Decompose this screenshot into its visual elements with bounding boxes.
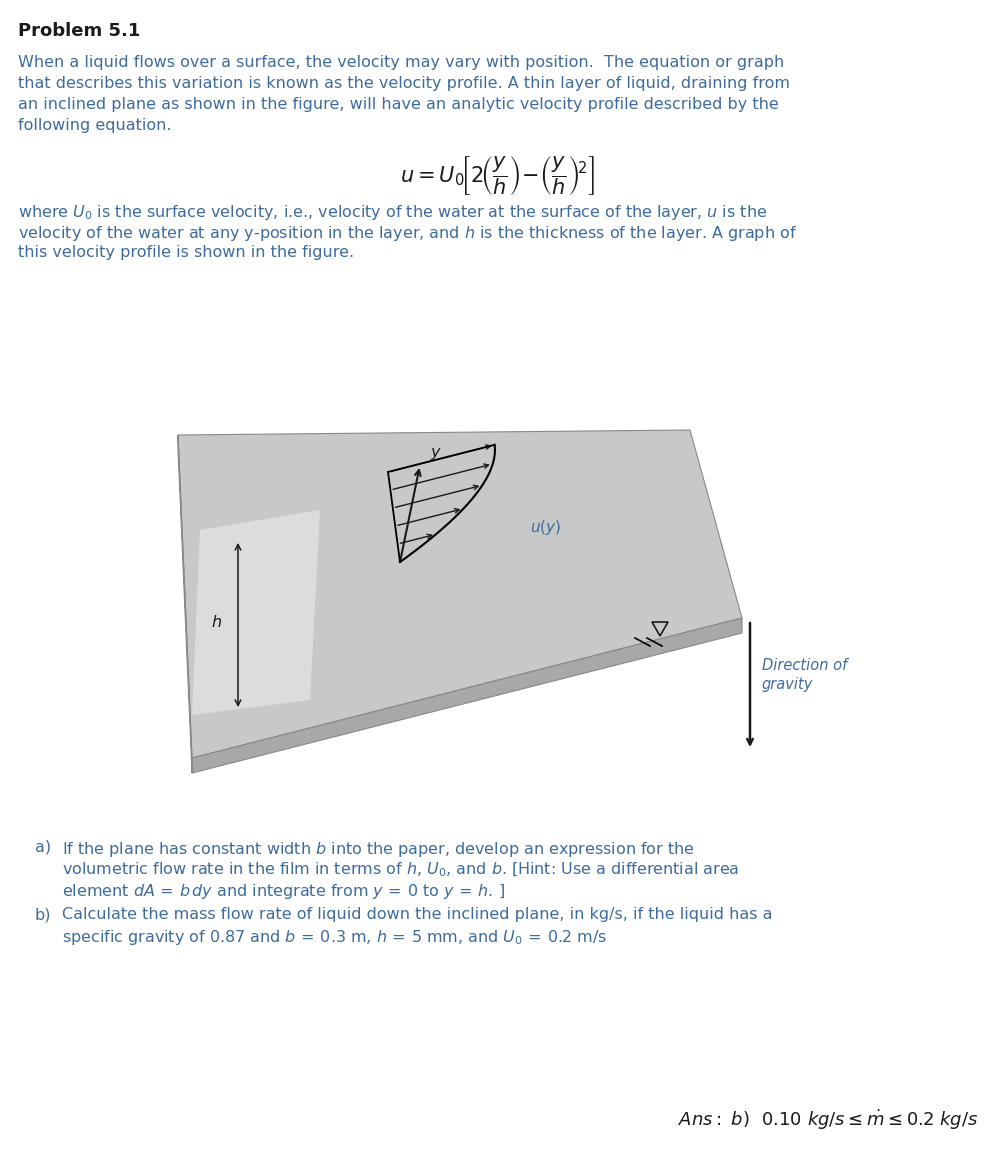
- Text: Direction of
gravity: Direction of gravity: [762, 658, 848, 692]
- Text: this velocity profile is shown in the figure.: this velocity profile is shown in the fi…: [18, 245, 355, 260]
- Text: a): a): [35, 840, 51, 855]
- Text: element $dA\, =\, b\,dy$ and integrate from $y\, =\, 0$ to $y\, =\, h$. ]: element $dA\, =\, b\,dy$ and integrate f…: [62, 882, 505, 901]
- Text: When a liquid flows over a surface, the velocity may vary with position.  The eq: When a liquid flows over a surface, the …: [18, 56, 784, 71]
- Text: $Ans:\ b)\ \ 0.10\ kg/s \leq \dot{m} \leq 0.2\ kg/s$: $Ans:\ b)\ \ 0.10\ kg/s \leq \dot{m} \le…: [677, 1108, 978, 1133]
- Text: b): b): [35, 907, 52, 922]
- Text: Problem 5.1: Problem 5.1: [18, 22, 140, 40]
- Text: If the plane has constant width $b$ into the paper, develop an expression for th: If the plane has constant width $b$ into…: [62, 840, 695, 858]
- Polygon shape: [192, 618, 742, 773]
- Polygon shape: [192, 510, 320, 715]
- Text: where $U_0$ is the surface velocity, i.e., velocity of the water at the surface : where $U_0$ is the surface velocity, i.e…: [18, 202, 767, 222]
- Text: following equation.: following equation.: [18, 118, 171, 133]
- Text: $y$: $y$: [430, 445, 442, 462]
- Polygon shape: [178, 430, 742, 758]
- Text: $u(y)$: $u(y)$: [530, 518, 561, 537]
- Text: that describes this variation is known as the velocity profile. A thin layer of : that describes this variation is known a…: [18, 76, 790, 91]
- Text: $u = U_0\!\left[2\!\left(\dfrac{y}{h}\right)\!-\!\left(\dfrac{y}{h}\right)^{\!2}: $u = U_0\!\left[2\!\left(\dfrac{y}{h}\ri…: [400, 154, 596, 197]
- Text: specific gravity of 0.87 and $b\, =\, 0.3$ m, $h\, =\, 5$ mm, and $U_0\, =\, 0.2: specific gravity of 0.87 and $b\, =\, 0.…: [62, 928, 608, 946]
- Text: an inclined plane as shown in the figure, will have an analytic velocity profile: an inclined plane as shown in the figure…: [18, 97, 779, 112]
- Text: velocity of the water at any y-position in the layer, and $h$ is the thickness o: velocity of the water at any y-position …: [18, 224, 797, 243]
- Text: volumetric flow rate in the film in terms of $h$, $U_0$, and $b$. [Hint: Use a d: volumetric flow rate in the film in term…: [62, 861, 739, 879]
- Text: Calculate the mass flow rate of liquid down the inclined plane, in kg/s, if the : Calculate the mass flow rate of liquid d…: [62, 907, 773, 922]
- Polygon shape: [178, 435, 192, 773]
- Text: $h$: $h$: [211, 614, 222, 631]
